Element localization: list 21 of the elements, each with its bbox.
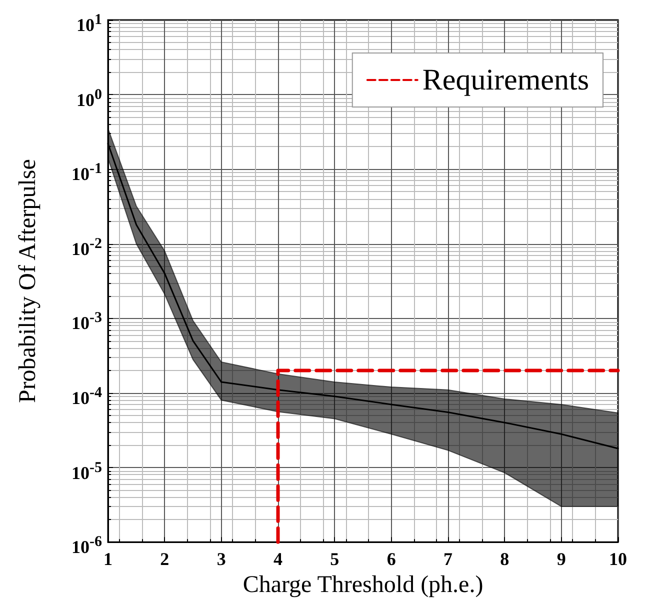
x-tick-label: 10 — [609, 549, 627, 570]
y-tick-label: 10$^{0}$ — [76, 86, 102, 110]
y-tick-label: 10$^{-6}$ — [72, 533, 102, 558]
x-tick-label: 6 — [386, 549, 396, 570]
x-tick-label: 7 — [444, 549, 452, 570]
y-tick-label: 10$^{-4}$ — [72, 384, 102, 408]
x-tick-label: 9 — [556, 549, 566, 570]
y-tick-label: 10$^{-5}$ — [72, 458, 102, 482]
y-tick-label: 10$^{-2}$ — [72, 234, 102, 259]
y-tick-label: 10$^{-3}$ — [72, 309, 102, 334]
x-tick-label: 1 — [104, 549, 112, 570]
y-tick-label: 10$^{-1}$ — [72, 160, 102, 184]
x-tick-label: 2 — [160, 549, 170, 570]
x-tick-label: 3 — [216, 549, 226, 570]
legend-label: Requirements — [422, 64, 590, 96]
x-axis-title: Charge Threshold (ph.e.) — [242, 572, 484, 598]
x-tick-label: 5 — [330, 549, 340, 570]
x-tick-label: 8 — [500, 549, 510, 570]
y-axis-title: Probability Of Afterpulse — [15, 159, 41, 404]
y-tick-label: 10$^{1}$ — [76, 11, 102, 35]
x-tick-label: 4 — [274, 549, 282, 570]
